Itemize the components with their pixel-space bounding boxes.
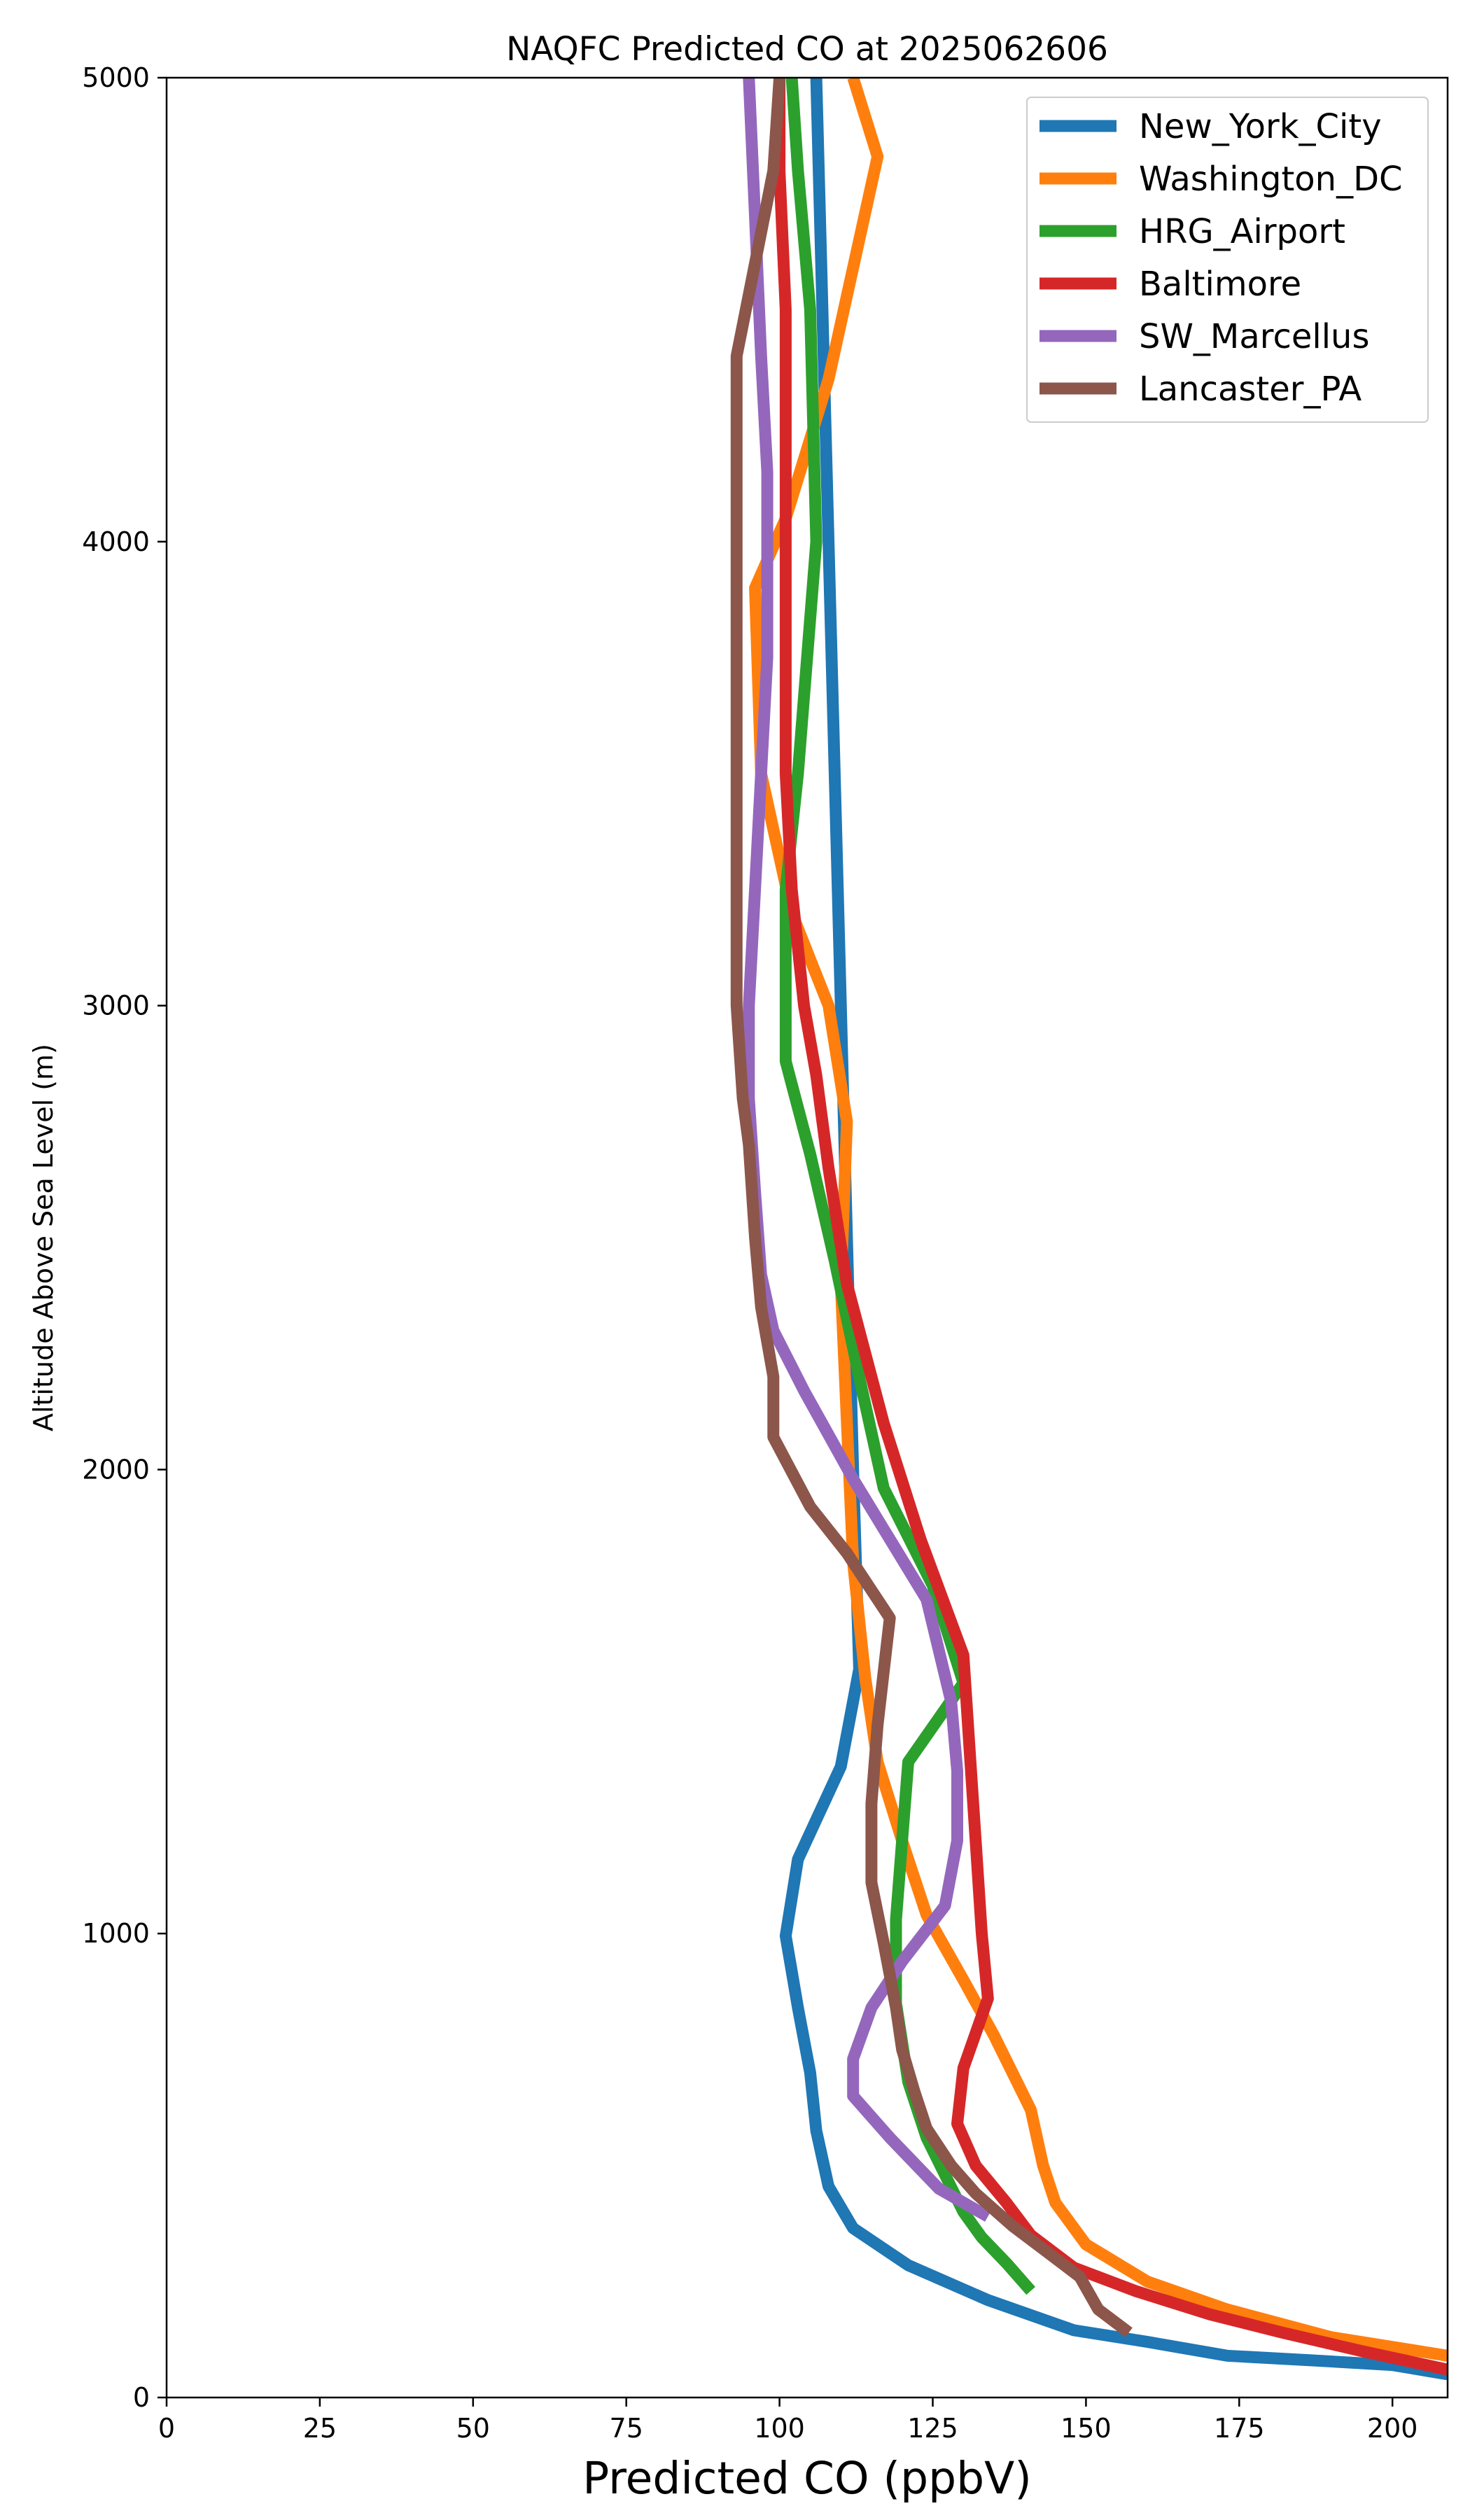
x-tick-label: 50 bbox=[456, 2413, 490, 2444]
x-tick-label: 75 bbox=[610, 2413, 643, 2444]
x-tick-label: 200 bbox=[1367, 2413, 1418, 2444]
x-tick-label: 0 bbox=[158, 2413, 175, 2444]
x-tick-label: 25 bbox=[303, 2413, 337, 2444]
x-tick-label: 100 bbox=[754, 2413, 805, 2444]
y-axis-label: Altitude Above Sea Level (m) bbox=[28, 1044, 59, 1432]
series-line-sw-marcellus bbox=[743, 78, 991, 2222]
y-tick-label: 4000 bbox=[82, 526, 150, 557]
y-tick-label: 2000 bbox=[82, 1454, 150, 1485]
series-line-baltimore bbox=[774, 78, 1448, 2376]
y-tick-label: 5000 bbox=[82, 62, 150, 93]
series-layer bbox=[730, 78, 1448, 2381]
series-line-washington-dc bbox=[749, 78, 1448, 2362]
x-axis-label: Predicted CO (ppbV) bbox=[582, 2453, 1032, 2504]
plot-frame bbox=[165, 76, 1449, 2399]
x-tick-label: 150 bbox=[1060, 2413, 1112, 2444]
y-axis-ticks: 0 1000 2000 3000 4000 5000 bbox=[82, 62, 167, 2413]
legend: New_York_City Washington_DC HRG_Airport Bal… bbox=[1026, 97, 1429, 423]
series-line-lancaster-pa bbox=[730, 78, 1133, 2337]
legend-label: New_York_City bbox=[1139, 107, 1382, 146]
chart-title: NAQFC Predicted CO at 2025062606 bbox=[506, 30, 1108, 69]
legend-frame bbox=[1026, 97, 1429, 423]
y-tick-label: 1000 bbox=[82, 1918, 150, 1949]
series-line-new-york-city bbox=[779, 78, 1448, 2381]
legend-label: Lancaster_PA bbox=[1139, 370, 1362, 409]
legend-label: Washington_DC bbox=[1139, 160, 1403, 199]
legend-label: SW_Marcellus bbox=[1139, 317, 1369, 356]
y-tick-label: 3000 bbox=[82, 990, 150, 1021]
legend-label: Baltimore bbox=[1139, 265, 1301, 304]
x-tick-label: 175 bbox=[1214, 2413, 1265, 2444]
y-tick-label: 0 bbox=[133, 2382, 150, 2413]
x-tick-label: 125 bbox=[907, 2413, 958, 2444]
x-axis-ticks: 0 25 50 75 100 125 150 175 200 bbox=[158, 2398, 1418, 2444]
legend-label: HRG_Airport bbox=[1139, 212, 1345, 251]
